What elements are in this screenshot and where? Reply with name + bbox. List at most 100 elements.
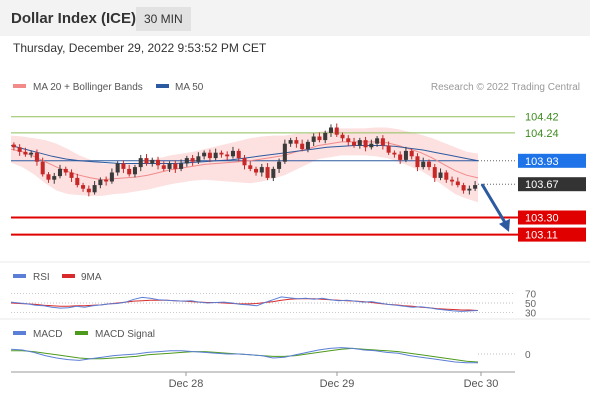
time-tick-label: Dec 28 — [169, 378, 204, 390]
candle-body — [282, 143, 287, 162]
candle-body — [473, 185, 478, 189]
candle-body — [334, 127, 339, 135]
candle-body — [254, 168, 259, 173]
rsi-tick-70: 70 — [525, 290, 537, 301]
candle-body — [98, 179, 103, 186]
candle-body — [317, 136, 322, 141]
rsi-legend-swatch — [13, 274, 26, 278]
time-tick-label: Dec 29 — [320, 378, 355, 390]
ma50-level-label: 103.93 — [525, 156, 559, 168]
candle-body — [150, 159, 155, 164]
candle-body — [403, 150, 408, 160]
candle-body — [127, 168, 132, 175]
candle-body — [115, 163, 120, 173]
candle-body — [288, 140, 293, 144]
candle-body — [392, 152, 397, 155]
candle-body — [277, 161, 282, 169]
rsi-tick-50: 50 — [525, 299, 537, 310]
macd-signal-legend-swatch — [75, 331, 88, 335]
candle-body — [386, 145, 391, 153]
ma50-legend-swatch — [156, 84, 169, 88]
macd-pane: 0 — [10, 347, 531, 364]
candle-body — [104, 179, 109, 182]
support-2-label: 103.11 — [525, 230, 558, 242]
candle-body — [46, 174, 51, 180]
macd-signal-legend-label: MACD Signal — [95, 329, 155, 340]
candle-body — [109, 172, 114, 182]
current-price-tag — [518, 177, 586, 192]
price-pane: 104.42 104.24 103.93 103.67 103.30 103.11 — [10, 112, 586, 242]
candle-body — [259, 167, 264, 173]
candle-body — [81, 185, 86, 189]
candle-body — [444, 172, 449, 180]
research-credit: Research © 2022 Trading Central — [431, 82, 580, 93]
candle-body — [421, 161, 426, 168]
candle-body — [121, 163, 126, 169]
candle-body — [190, 158, 195, 162]
candle-body — [346, 138, 351, 142]
candle-body — [34, 152, 39, 162]
candle-body — [363, 140, 368, 148]
ma50-legend-label: MA 50 — [175, 82, 204, 93]
macd-line — [10, 347, 478, 364]
support-2-tag — [518, 227, 586, 242]
candle-body — [207, 152, 212, 159]
candle-body — [340, 134, 345, 139]
candle-body — [305, 141, 310, 150]
candle-body — [213, 152, 218, 159]
candle-body — [426, 161, 432, 168]
candle-body — [202, 152, 207, 157]
candle-body — [432, 167, 437, 178]
ma20-legend-label: MA 20 + Bollinger Bands — [33, 82, 143, 93]
rsi-line — [10, 296, 479, 312]
candle-body — [328, 127, 333, 133]
chart-header: Dollar Index (ICE) 30 MIN — [0, 0, 590, 36]
resistance-2-label: 104.42 — [525, 112, 559, 124]
candle-body — [40, 161, 45, 175]
candle-body — [219, 152, 224, 155]
candle-body — [156, 159, 161, 166]
candle-body — [75, 177, 80, 186]
candle-body — [161, 165, 166, 169]
candle-body — [271, 168, 276, 178]
candle-body — [380, 138, 385, 146]
candle-body — [311, 136, 316, 142]
candle-body — [92, 185, 97, 193]
candle-body — [138, 158, 143, 168]
candle-body — [63, 168, 68, 173]
candle-body — [230, 150, 235, 157]
candle-body — [52, 176, 57, 180]
support-1-label: 103.30 — [525, 213, 559, 225]
candle-body — [69, 172, 74, 178]
candle-body — [167, 163, 172, 169]
candle-body — [11, 144, 16, 148]
candle-body — [455, 181, 460, 186]
macd-legend-label: MACD — [33, 329, 62, 340]
rsi-tick-30: 30 — [525, 308, 537, 319]
current-price-label: 103.67 — [525, 179, 559, 191]
candle-body — [57, 168, 63, 177]
candle-body — [323, 132, 328, 141]
candle-body — [294, 140, 299, 144]
candle-body — [415, 156, 420, 168]
candle-body — [461, 185, 466, 191]
candle-body — [398, 154, 403, 160]
candle-body — [352, 141, 357, 146]
ma50-level-tag — [518, 153, 586, 168]
timeframe-badge[interactable]: 30 MIN — [136, 7, 191, 31]
candle-body — [438, 172, 443, 178]
forecast-arrow-head — [499, 218, 510, 232]
time-axis: Dec 28 Dec 29 Dec 30 — [11, 371, 515, 390]
candle-body — [179, 163, 184, 169]
candle-body — [236, 150, 241, 159]
ma20-legend-swatch — [13, 84, 26, 88]
instrument-title: Dollar Index (ICE) — [11, 10, 137, 27]
macd-legend: MACD MACD Signal — [13, 329, 155, 340]
candle-body — [357, 140, 362, 146]
forecast-arrow-shaft — [480, 183, 509, 227]
candle-body — [196, 156, 201, 162]
macd-tick-0: 0 — [525, 350, 531, 361]
candle-body — [184, 158, 189, 164]
candle-body — [173, 163, 178, 169]
